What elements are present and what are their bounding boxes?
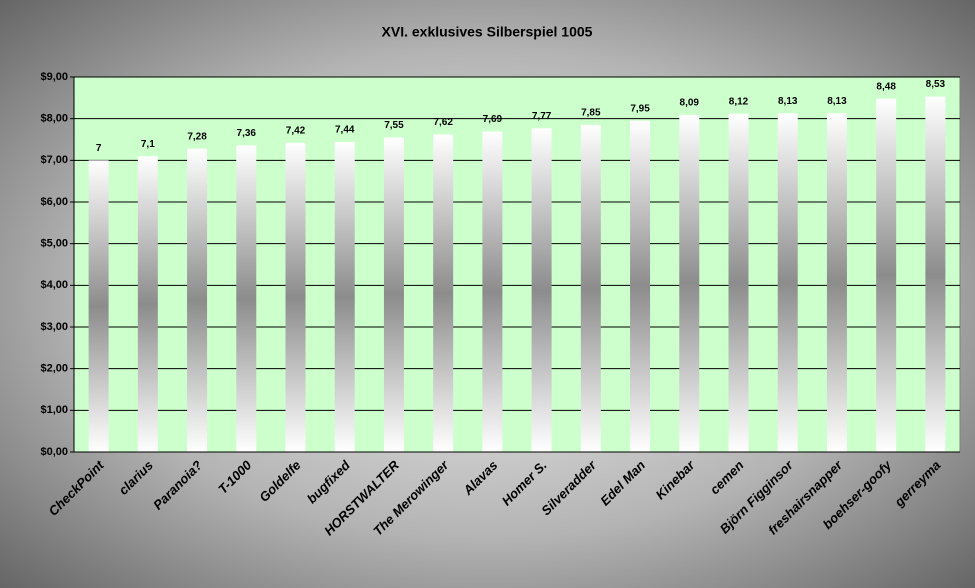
bar [679, 114, 700, 453]
bar [876, 98, 897, 453]
bar [433, 134, 454, 452]
bar [88, 160, 109, 453]
plot-area [73, 76, 961, 453]
value-label: 7,44 [335, 125, 355, 136]
y-tick-label: $9,00 [40, 71, 68, 83]
bar [630, 120, 651, 452]
value-label: 7,95 [630, 103, 650, 114]
y-tick-label: $4,00 [40, 279, 68, 291]
y-tick-label: $1,00 [40, 404, 68, 416]
y-tick-label: $7,00 [40, 154, 68, 166]
y-tick-label: $2,00 [40, 363, 68, 375]
value-label: 7,77 [532, 111, 552, 122]
y-tick-label: $3,00 [40, 321, 68, 333]
value-label: 8,12 [729, 96, 749, 107]
value-label: 7,62 [433, 117, 453, 128]
y-tick-label: $5,00 [40, 238, 68, 250]
value-label: 8,48 [876, 81, 896, 92]
value-label: 7 [96, 143, 102, 154]
bar [383, 137, 404, 452]
bar [285, 142, 306, 453]
y-tick-label: $0,00 [40, 446, 68, 458]
bar [728, 113, 749, 453]
bar [334, 142, 355, 452]
bar [137, 156, 158, 452]
bar [826, 113, 847, 452]
value-label: 7,1 [141, 139, 155, 150]
value-label: 7,36 [237, 128, 257, 139]
bar [777, 113, 798, 452]
value-label: 8,13 [827, 96, 847, 107]
bar [187, 148, 208, 452]
value-label: 7,28 [187, 131, 207, 142]
value-label: 7,85 [581, 108, 601, 119]
bar [531, 128, 552, 452]
value-label: 8,13 [778, 96, 798, 107]
y-tick-label: $8,00 [40, 113, 68, 125]
bar [580, 124, 601, 453]
y-tick-label: $6,00 [40, 196, 68, 208]
value-label: 7,69 [483, 114, 503, 125]
value-label: 7,42 [286, 125, 306, 136]
bar [236, 145, 257, 453]
bar [482, 131, 503, 453]
value-label: 8,09 [680, 98, 700, 109]
value-label: 8,53 [926, 79, 946, 90]
chart-title: XVI. exklusives Silberspiel 1005 [382, 24, 593, 40]
bar [925, 96, 946, 452]
value-label: 7,55 [384, 120, 404, 131]
